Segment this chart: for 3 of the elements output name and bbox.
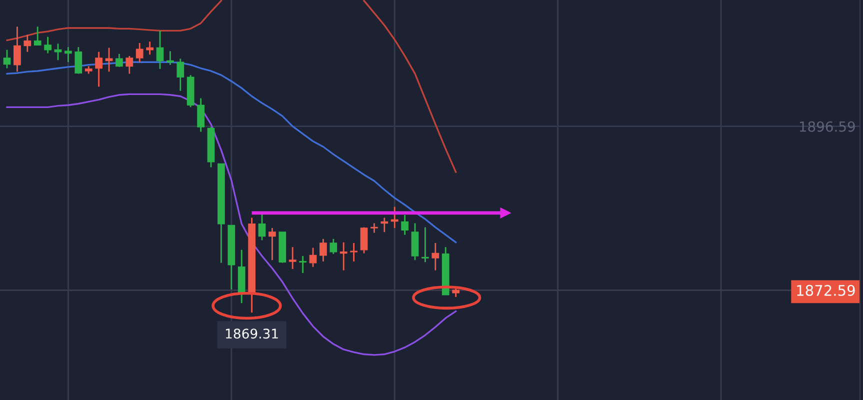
y-tick-label: 1896.59: [800, 121, 855, 132]
y-tick-label: 1872.59: [797, 284, 855, 296]
annotation: 1869.31: [226, 328, 278, 339]
